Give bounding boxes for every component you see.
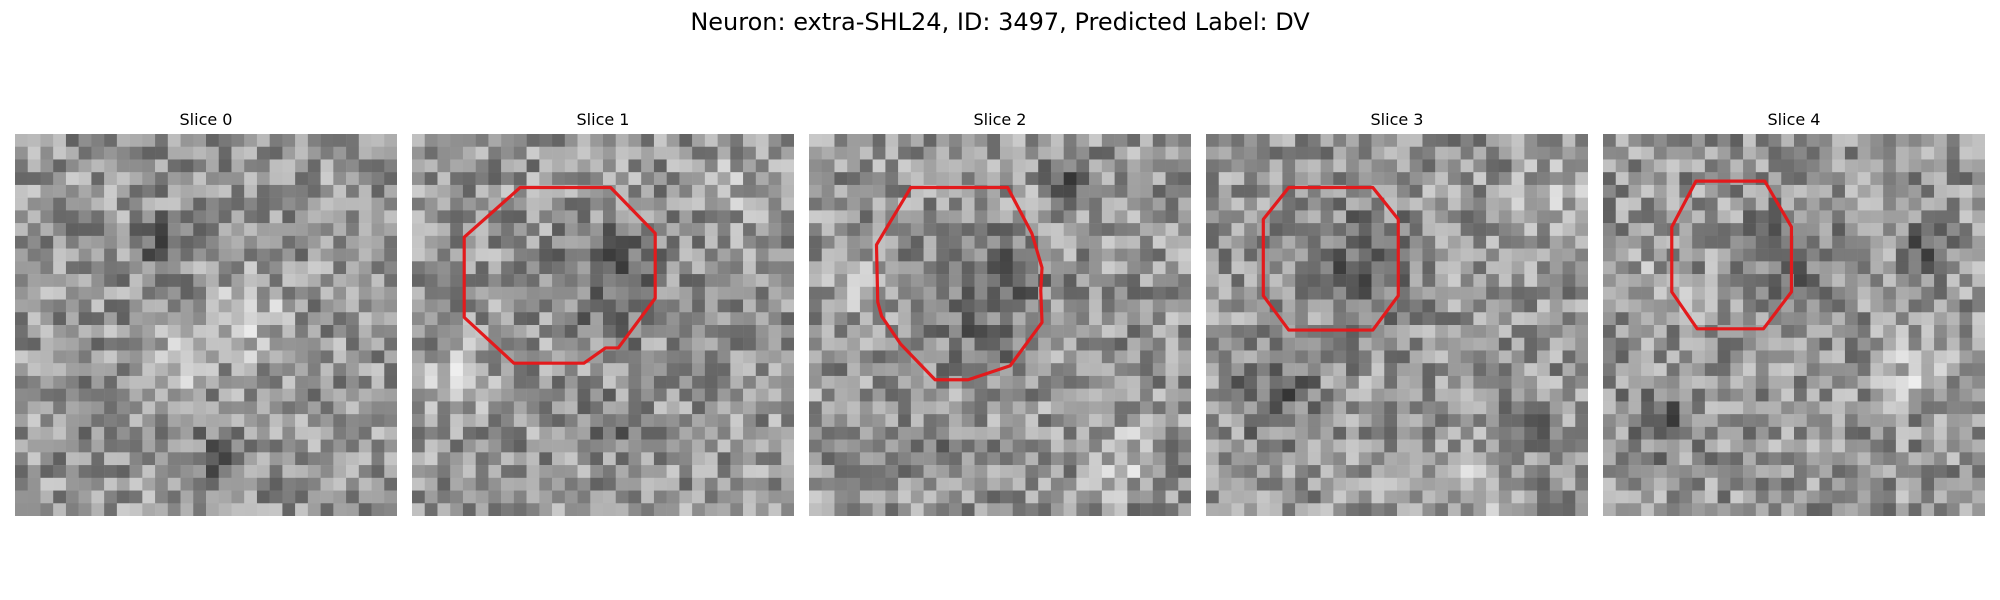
slice-title: Slice 1: [576, 110, 630, 129]
figure-title: Neuron: extra-SHL24, ID: 3497, Predicted…: [690, 8, 1310, 36]
neuron-outline: [462, 185, 657, 365]
neuron-outline: [874, 185, 1044, 382]
slice-title: Slice 0: [179, 110, 233, 129]
slice-title: Slice 3: [1370, 110, 1424, 129]
slice-image: [809, 134, 1191, 516]
slice-image: [1603, 134, 1985, 516]
slice-image: [412, 134, 794, 516]
slice-title: Slice 4: [1767, 110, 1821, 129]
neuron-outline: [1670, 179, 1794, 331]
neuron-outline: [1261, 185, 1400, 332]
slice-image: [15, 134, 397, 516]
slice-title: Slice 2: [973, 110, 1027, 129]
slice-image: [1206, 134, 1588, 516]
